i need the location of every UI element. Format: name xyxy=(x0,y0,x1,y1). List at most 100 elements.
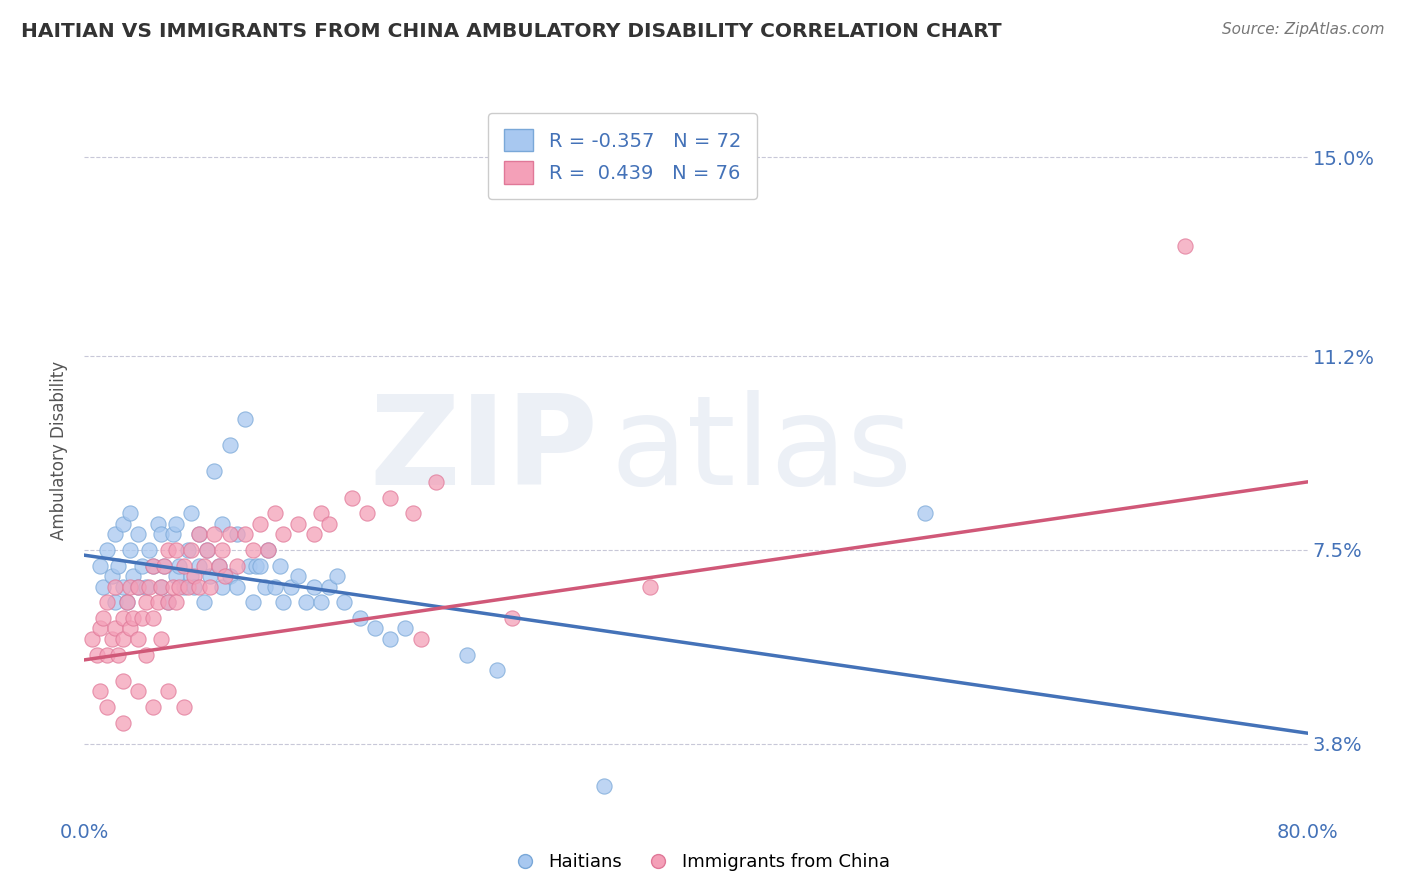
Point xyxy=(456,648,478,662)
Point xyxy=(208,558,231,573)
Point xyxy=(96,648,118,662)
Point xyxy=(188,527,211,541)
Point xyxy=(183,569,205,583)
Point xyxy=(122,569,145,583)
Point xyxy=(89,622,111,636)
Point xyxy=(198,580,221,594)
Point xyxy=(380,491,402,505)
Point xyxy=(96,595,118,609)
Point xyxy=(120,506,142,520)
Point xyxy=(157,595,180,609)
Point xyxy=(402,506,425,520)
Point xyxy=(149,632,172,646)
Point xyxy=(325,569,347,583)
Point xyxy=(226,580,249,594)
Text: ZIP: ZIP xyxy=(370,390,598,511)
Point xyxy=(287,569,309,583)
Point xyxy=(502,611,524,625)
Point xyxy=(380,632,402,646)
Point xyxy=(295,595,318,609)
Point xyxy=(233,412,256,426)
Point xyxy=(211,516,233,531)
Point xyxy=(89,684,111,698)
Point xyxy=(101,569,124,583)
Point xyxy=(202,464,225,478)
Point xyxy=(165,595,187,609)
Point xyxy=(149,580,172,594)
Point xyxy=(89,558,111,573)
Point xyxy=(198,569,221,583)
Point xyxy=(214,569,236,583)
Point xyxy=(211,580,233,594)
Point xyxy=(142,611,165,625)
Legend: R = -0.357   N = 72, R =  0.439   N = 76: R = -0.357 N = 72, R = 0.439 N = 76 xyxy=(488,113,756,199)
Point xyxy=(127,580,149,594)
Point xyxy=(127,580,149,594)
Point xyxy=(173,580,195,594)
Point xyxy=(333,595,356,609)
Point xyxy=(104,595,127,609)
Point xyxy=(425,475,447,489)
Point xyxy=(135,580,157,594)
Point xyxy=(111,632,134,646)
Text: Source: ZipAtlas.com: Source: ZipAtlas.com xyxy=(1222,22,1385,37)
Point xyxy=(364,622,387,636)
Point xyxy=(318,516,340,531)
Point xyxy=(131,611,153,625)
Point xyxy=(340,491,363,505)
Point xyxy=(914,506,936,520)
Point xyxy=(107,558,129,573)
Point xyxy=(302,580,325,594)
Point xyxy=(188,558,211,573)
Point xyxy=(218,569,240,583)
Point xyxy=(188,580,211,594)
Point xyxy=(111,611,134,625)
Point xyxy=(80,632,103,646)
Point xyxy=(311,595,333,609)
Point xyxy=(153,558,176,573)
Point xyxy=(96,543,118,558)
Point xyxy=(311,506,333,520)
Point xyxy=(318,580,340,594)
Point xyxy=(122,611,145,625)
Point xyxy=(96,700,118,714)
Point xyxy=(127,632,149,646)
Point xyxy=(226,527,249,541)
Point xyxy=(245,558,267,573)
Point xyxy=(253,580,276,594)
Point xyxy=(394,622,416,636)
Point xyxy=(142,558,165,573)
Point xyxy=(193,558,215,573)
Point xyxy=(91,580,114,594)
Point xyxy=(167,580,190,594)
Point xyxy=(86,648,108,662)
Point xyxy=(127,527,149,541)
Point xyxy=(111,715,134,730)
Point xyxy=(120,543,142,558)
Point xyxy=(287,516,309,531)
Legend: Haitians, Immigrants from China: Haitians, Immigrants from China xyxy=(509,847,897,879)
Point xyxy=(238,558,260,573)
Point xyxy=(127,684,149,698)
Point xyxy=(142,558,165,573)
Point xyxy=(180,506,202,520)
Point xyxy=(173,700,195,714)
Point xyxy=(269,558,291,573)
Point xyxy=(202,527,225,541)
Point xyxy=(138,580,160,594)
Point xyxy=(165,516,187,531)
Point xyxy=(131,558,153,573)
Point xyxy=(249,558,271,573)
Point xyxy=(167,558,190,573)
Point xyxy=(146,516,169,531)
Point xyxy=(104,580,127,594)
Point xyxy=(349,611,371,625)
Point xyxy=(104,622,127,636)
Point xyxy=(280,580,302,594)
Point xyxy=(157,684,180,698)
Point xyxy=(111,673,134,688)
Point xyxy=(271,527,294,541)
Point xyxy=(180,569,202,583)
Point xyxy=(165,569,187,583)
Point xyxy=(120,622,142,636)
